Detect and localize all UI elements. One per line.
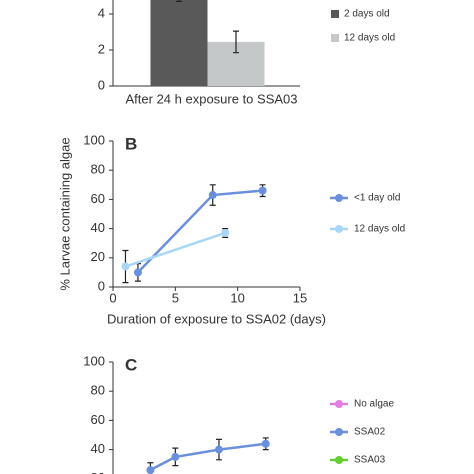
legend-label: 12 days old (354, 224, 405, 235)
line (137, 189, 263, 274)
line (149, 442, 266, 472)
point (171, 452, 180, 461)
x-tick-label: 5 (172, 290, 179, 305)
error-bar (233, 30, 239, 54)
legend-label: SSA03 (354, 455, 386, 466)
point (121, 262, 130, 271)
legend-marker (335, 428, 343, 436)
y-tick-label: 4 (98, 5, 105, 20)
legend-marker (335, 225, 343, 233)
legend-marker (335, 456, 343, 464)
y-tick-label: 60 (91, 412, 105, 427)
legend-label: No algae (354, 399, 394, 410)
y-tick-label: 80 (91, 162, 105, 177)
y-tick-label: 80 (91, 383, 105, 398)
point (261, 439, 270, 448)
point (146, 466, 155, 474)
point (258, 186, 267, 195)
panel-label: B (125, 134, 137, 153)
point (221, 228, 230, 237)
y-axis-label: % Larvae containing algae (57, 137, 72, 290)
point (208, 191, 217, 200)
bar (150, 0, 208, 86)
x-tick-label: 10 (230, 290, 244, 305)
y-tick-label: 40 (91, 441, 105, 456)
x-tick-label: After 24 h exposure to SSA03 (126, 91, 298, 106)
legend-marker (335, 400, 343, 408)
error-bar (176, 0, 182, 2)
legend-label: SSA02 (354, 427, 386, 438)
x-axis-label: Duration of exposure to SSA02 (days) (107, 311, 326, 326)
point (133, 268, 142, 277)
y-tick-label: 100 (83, 132, 105, 147)
panel-label: C (125, 355, 137, 374)
y-tick-label: 0 (98, 77, 105, 92)
legend-label: 12 days old (344, 33, 395, 44)
legend-swatch (331, 34, 339, 42)
y-tick-label: 2 (98, 41, 105, 56)
point (214, 445, 223, 454)
y-tick-label: 0 (98, 278, 105, 293)
legend-label: <1 day old (354, 193, 400, 204)
line (125, 231, 226, 268)
y-tick-label: 20 (91, 249, 105, 264)
legend-label: 2 days old (344, 9, 390, 20)
y-tick-label: 100 (83, 353, 105, 368)
y-tick-label: 40 (91, 220, 105, 235)
legend-swatch (331, 10, 339, 18)
x-tick-label: 0 (109, 290, 116, 305)
y-tick-label: 20 (91, 470, 105, 474)
x-tick-label: 15 (293, 290, 307, 305)
y-tick-label: 60 (91, 191, 105, 206)
legend-marker (335, 194, 343, 202)
